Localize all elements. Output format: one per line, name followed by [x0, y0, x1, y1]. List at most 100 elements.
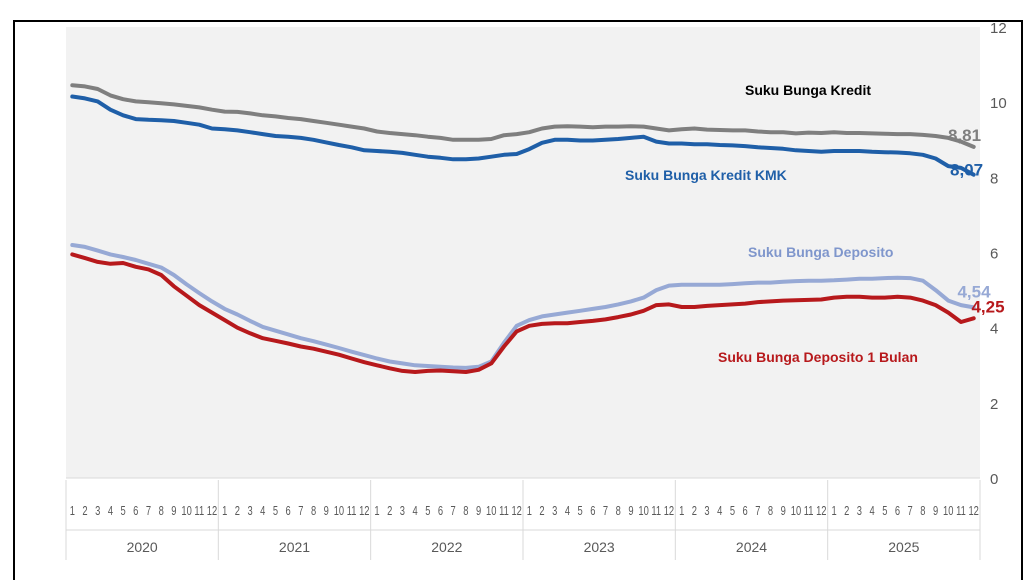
x-month-label: 6: [590, 505, 595, 519]
x-month-label: 9: [171, 505, 176, 519]
end-labels: 8,81 8,07 4,544,25: [948, 126, 1005, 316]
x-month-label: 3: [400, 505, 405, 519]
end-label-0: 8,81: [948, 126, 981, 145]
x-month-label: 1: [831, 505, 836, 519]
x-month-label: 12: [207, 505, 217, 519]
x-month-label: 11: [804, 505, 814, 519]
x-month-label: 4: [412, 505, 417, 519]
x-month-label: 7: [755, 505, 760, 519]
x-month-label: 4: [108, 505, 113, 519]
x-month-label: 10: [486, 505, 496, 519]
y-tick-label: 2: [990, 396, 998, 413]
x-month-label: 12: [359, 505, 369, 519]
x-month-label: 7: [908, 505, 913, 519]
x-month-label: 3: [704, 505, 709, 519]
x-month-label: 11: [347, 505, 357, 519]
x-month-label: 12: [816, 505, 826, 519]
x-month-label: 8: [616, 505, 621, 519]
x-month-label: 6: [895, 505, 900, 519]
series-annotation: Suku Bunga Kredit: [745, 82, 871, 98]
series-lines: [70, 83, 976, 374]
x-month-label: 4: [717, 505, 722, 519]
series-annotation: Suku Bunga Kredit KMK: [625, 167, 787, 183]
series-line-2: [70, 243, 976, 370]
x-month-label: 2: [844, 505, 849, 519]
x-month-label: 5: [121, 505, 126, 519]
x-month-label: 2: [539, 505, 544, 519]
x-month-label: 6: [438, 505, 443, 519]
x-month-label: 2: [82, 505, 87, 519]
y-tick-label: 6: [990, 246, 998, 263]
x-month-label: 7: [146, 505, 151, 519]
x-month-label: 6: [743, 505, 748, 519]
x-month-label: 8: [920, 505, 925, 519]
x-month-label: 9: [476, 505, 481, 519]
x-month-label: 3: [857, 505, 862, 519]
x-month-label: 4: [565, 505, 570, 519]
x-month-label: 11: [499, 505, 509, 519]
end-label-1: 8,07: [950, 161, 983, 180]
x-month-label: 8: [159, 505, 164, 519]
x-month-label: 7: [603, 505, 608, 519]
series-annotation: Suku Bunga Deposito 1 Bulan: [718, 349, 918, 365]
series-annotation: Suku Bunga Deposito: [748, 244, 893, 260]
x-month-label: 9: [933, 505, 938, 519]
plot-area: [66, 27, 980, 478]
x-month-label: 2: [692, 505, 697, 519]
x-month-label: 5: [882, 505, 887, 519]
x-year-label: 2022: [431, 539, 462, 555]
x-month-label: 10: [791, 505, 801, 519]
x-month-label: 4: [260, 505, 265, 519]
x-month-label: 6: [286, 505, 291, 519]
y-tick-label: 10: [990, 95, 1007, 112]
x-month-label: 7: [298, 505, 303, 519]
x-month-label: 8: [311, 505, 316, 519]
x-month-label: 1: [679, 505, 684, 519]
x-year-label: 2020: [127, 539, 158, 555]
chart-frame: [13, 20, 1023, 580]
x-month-label: 1: [222, 505, 227, 519]
x-month-label: 6: [133, 505, 138, 519]
series-line-0: [70, 83, 976, 149]
x-month-label: 3: [95, 505, 100, 519]
x-month-label: 12: [511, 505, 521, 519]
x-month-label: 12: [664, 505, 674, 519]
end-label-2: 4,54: [957, 282, 991, 301]
x-month-label: 11: [651, 505, 661, 519]
x-month-label: 5: [578, 505, 583, 519]
x-month-label: 1: [70, 505, 75, 519]
x-month-label: 11: [956, 505, 966, 519]
x-month-label: 10: [638, 505, 648, 519]
series-line-1: [70, 94, 976, 177]
x-month-label: 7: [451, 505, 456, 519]
x-month-label: 5: [730, 505, 735, 519]
series-line-3: [70, 252, 976, 374]
x-year-label: 2023: [584, 539, 615, 555]
x-month-label: 10: [181, 505, 191, 519]
x-month-label: 11: [194, 505, 204, 519]
x-month-label: 3: [247, 505, 252, 519]
x-month-label: 8: [463, 505, 468, 519]
x-month-label: 9: [628, 505, 633, 519]
x-month-label: 5: [273, 505, 278, 519]
x-year-label: 2021: [279, 539, 310, 555]
x-month-label: 10: [943, 505, 953, 519]
x-year-label: 2025: [888, 539, 919, 555]
x-month-label: 9: [324, 505, 329, 519]
x-month-label: 8: [768, 505, 773, 519]
y-axis: 0 2 4 6 8 10 12: [990, 20, 1007, 488]
x-month-label: 3: [552, 505, 557, 519]
x-month-label: 12: [968, 505, 978, 519]
y-tick-label: 4: [990, 321, 998, 338]
x-month-label: 1: [374, 505, 379, 519]
y-tick-label: 0: [990, 471, 998, 488]
y-tick-label: 12: [990, 20, 1007, 37]
x-month-label: 9: [781, 505, 786, 519]
x-month-label: 1: [527, 505, 532, 519]
y-tick-label: 8: [990, 170, 998, 187]
x-month-label: 5: [425, 505, 430, 519]
x-month-label: 2: [387, 505, 392, 519]
x-month-label: 4: [869, 505, 874, 519]
